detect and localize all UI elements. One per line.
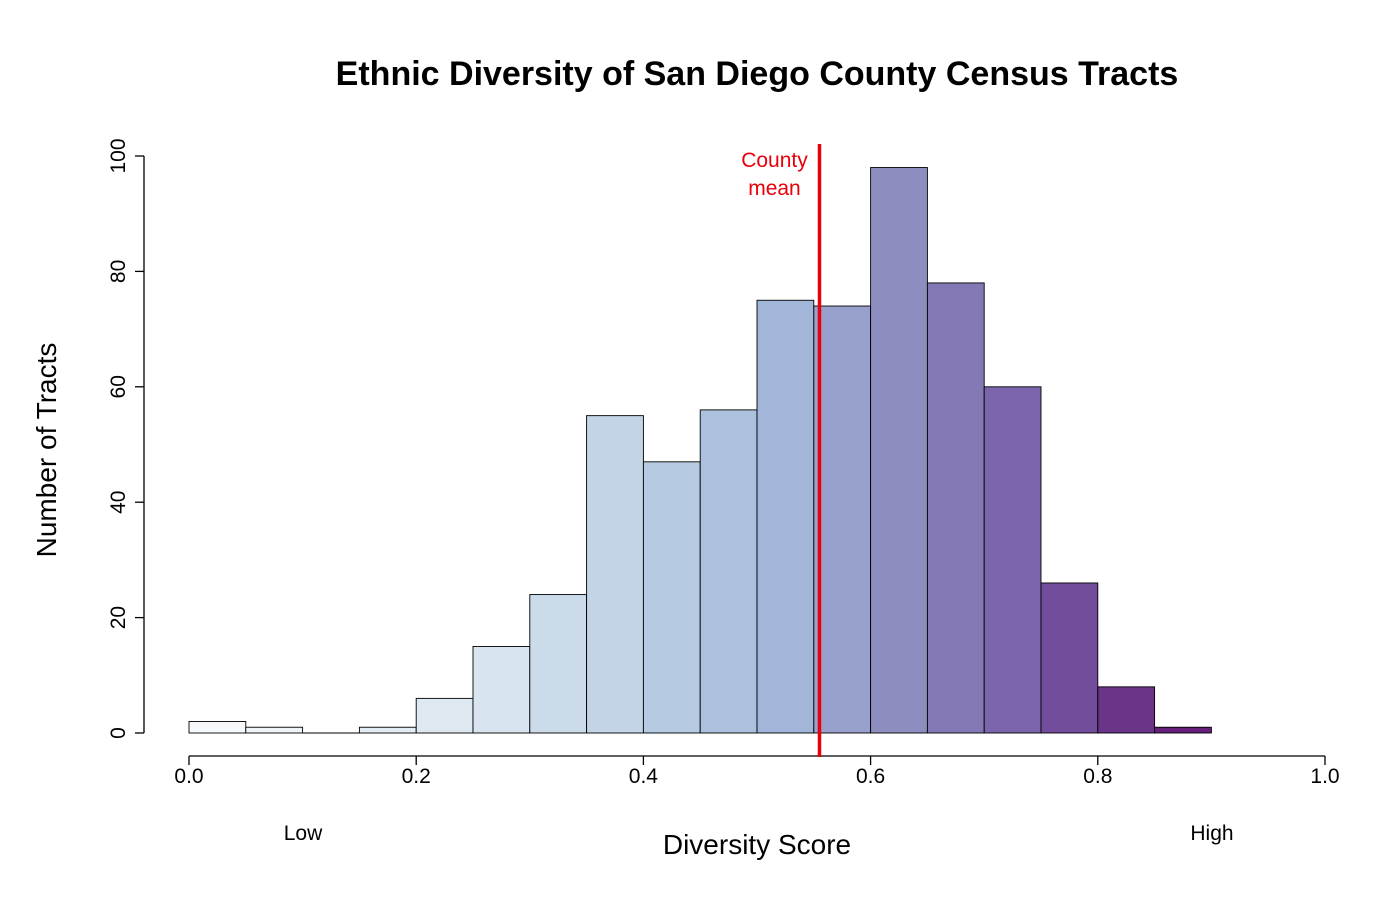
histogram-bar <box>586 415 644 734</box>
histogram-bar <box>926 282 985 734</box>
y-tick-label: 40 <box>107 491 130 514</box>
histogram-bar <box>1097 686 1156 734</box>
x-tick-label: 1.0 <box>1310 765 1339 788</box>
county-mean-label-line1: County <box>741 149 808 172</box>
histogram-bar <box>472 646 531 734</box>
x-tick-label: 0.6 <box>856 765 885 788</box>
histogram-bar <box>756 299 815 734</box>
bars-group <box>188 167 1212 734</box>
high-score-label: High <box>1190 822 1233 845</box>
x-axis: 0.0 0.2 0.4 0.6 0.8 1.0 <box>174 755 1340 788</box>
y-axis-label: Number of Tracts <box>31 343 62 558</box>
y-tick-label: 60 <box>107 375 130 398</box>
chart-title: Ethnic Diversity of San Diego County Cen… <box>336 55 1179 93</box>
histogram-bar <box>529 594 588 734</box>
x-axis-label: Diversity Score <box>663 829 851 860</box>
histogram-bar <box>1154 726 1212 734</box>
histogram-bar <box>245 726 304 734</box>
histogram-bar <box>699 409 758 734</box>
county-mean-label-line2: mean <box>748 177 801 200</box>
y-tick-label: 100 <box>107 138 130 173</box>
histogram-bar <box>870 167 928 734</box>
histogram-bar <box>415 697 474 734</box>
histogram-bar <box>642 461 701 734</box>
y-tick-label: 0 <box>107 727 130 739</box>
low-score-label: Low <box>284 822 323 845</box>
x-tick-label: 0.0 <box>174 765 203 788</box>
x-tick-label: 0.2 <box>402 765 431 788</box>
y-tick-label: 20 <box>107 606 130 629</box>
x-tick-label: 0.4 <box>629 765 659 788</box>
histogram-bar <box>1040 582 1099 734</box>
histogram-bar <box>358 726 417 734</box>
histogram-bar <box>188 721 247 734</box>
y-tick-label: 80 <box>107 260 130 283</box>
histogram-bar <box>983 386 1042 734</box>
y-axis: 0 20 40 60 80 100 <box>107 138 145 739</box>
x-tick-label: 0.8 <box>1083 765 1112 788</box>
histogram-bar <box>813 305 872 734</box>
